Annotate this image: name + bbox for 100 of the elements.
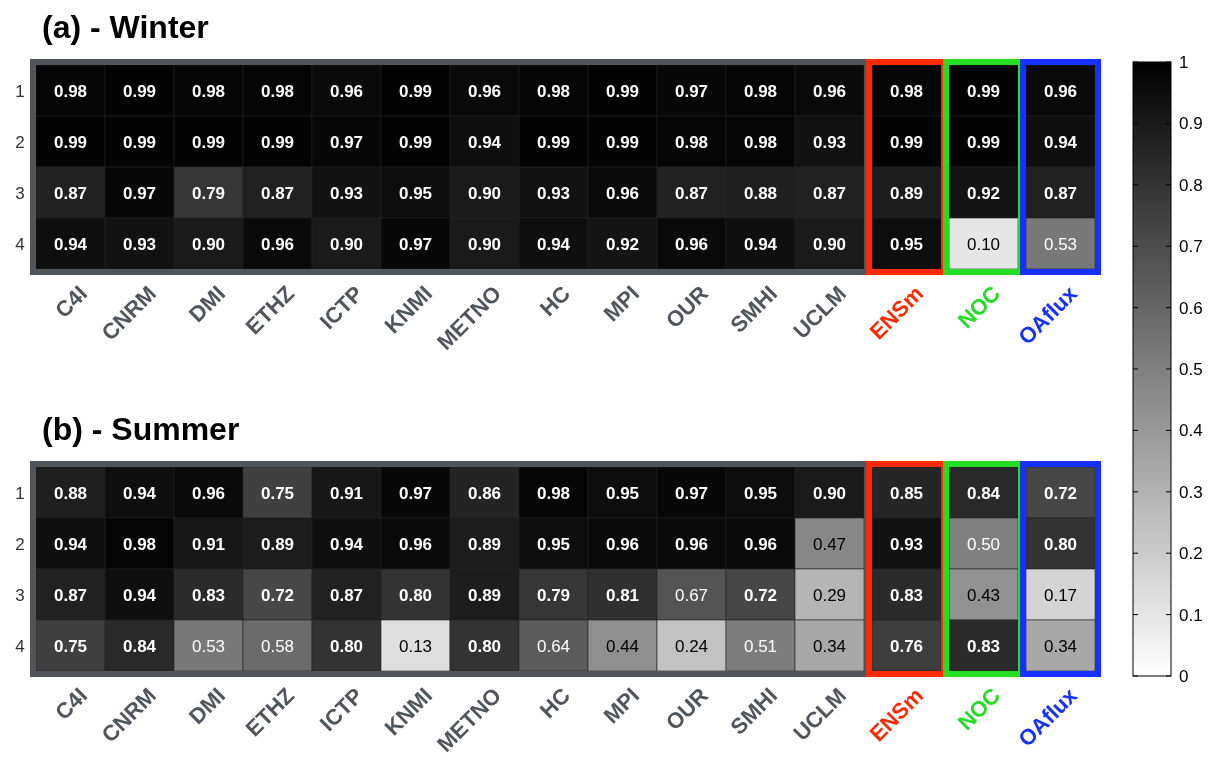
data-label: 0.99 (536, 132, 571, 152)
data-label: 0.17 (1043, 585, 1078, 605)
data-label: 0.97 (674, 483, 709, 503)
data-label: 0.96 (398, 534, 433, 554)
color-bar-label: 0 (1179, 667, 1189, 686)
data-label: 0.87 (53, 183, 88, 203)
data-label: 0.99 (398, 132, 433, 152)
data-label: 0.96 (812, 81, 847, 101)
data-label: 0.94 (53, 534, 88, 554)
data-label: 0.87 (674, 183, 709, 203)
data-label: 0.96 (467, 81, 502, 101)
data-label: 0.10 (966, 234, 1001, 254)
y-tick-label: 2 (15, 132, 25, 152)
y-tick-label: 4 (15, 234, 25, 254)
data-label: 0.90 (191, 234, 226, 254)
data-label: 0.72 (743, 585, 778, 605)
x-tick-label: MPI (598, 280, 645, 327)
data-label: 0.91 (191, 534, 226, 554)
data-label: 0.90 (812, 234, 847, 254)
data-label: 0.64 (536, 636, 571, 656)
data-label: 0.95 (743, 483, 778, 503)
data-label: 0.89 (260, 534, 295, 554)
data-label: 0.94 (536, 234, 571, 254)
data-label: 0.79 (191, 183, 226, 203)
data-label: 0.84 (966, 483, 1001, 503)
data-label: 0.53 (191, 636, 226, 656)
data-label: 0.83 (889, 585, 924, 605)
data-label: 0.72 (260, 585, 295, 605)
data-label: 0.84 (122, 636, 157, 656)
data-label: 0.95 (536, 534, 571, 554)
data-label: 0.43 (966, 585, 1001, 605)
data-label: 0.90 (467, 234, 502, 254)
data-label: 0.94 (743, 234, 778, 254)
data-label: 0.87 (329, 585, 364, 605)
data-label: 0.93 (122, 234, 157, 254)
data-label: 0.80 (329, 636, 364, 656)
data-label: 0.97 (674, 81, 709, 101)
data-label: 0.96 (605, 183, 640, 203)
chart-title: (b) - Summer (42, 411, 240, 447)
data-label: 0.89 (889, 183, 924, 203)
data-label: 0.83 (966, 636, 1001, 656)
y-tick-label: 2 (15, 534, 25, 554)
y-tick-label: 4 (15, 636, 25, 656)
data-label: 0.95 (605, 483, 640, 503)
data-label: 0.99 (889, 132, 924, 152)
data-label: 0.75 (53, 636, 88, 656)
data-label: 0.80 (467, 636, 502, 656)
color-bar-label: 0.5 (1179, 360, 1203, 379)
x-tick-label: HC (534, 280, 576, 322)
data-label: 0.98 (260, 81, 295, 101)
color-bar-label: 0.8 (1179, 175, 1203, 195)
data-label: 0.51 (743, 636, 778, 656)
data-label: 0.83 (191, 585, 226, 605)
data-label: 0.96 (674, 234, 709, 254)
data-label: 0.98 (53, 81, 88, 101)
x-tick-label: DMI (183, 682, 231, 730)
data-label: 0.90 (329, 234, 364, 254)
color-bar-label: 0.6 (1179, 298, 1203, 318)
data-label: 0.91 (329, 483, 364, 503)
data-label: 0.99 (966, 81, 1001, 101)
data-label: 0.29 (812, 585, 847, 605)
color-bar-label: 0.9 (1179, 114, 1203, 134)
color-bar-label: 0.2 (1179, 544, 1203, 564)
data-label: 0.99 (966, 132, 1001, 152)
data-label: 0.96 (743, 534, 778, 554)
data-label: 0.50 (966, 534, 1001, 554)
y-tick-label: 3 (15, 183, 25, 203)
data-label: 0.99 (605, 132, 640, 152)
data-label: 0.88 (743, 183, 778, 203)
data-label: 0.96 (1043, 81, 1078, 101)
data-label: 0.97 (329, 132, 364, 152)
data-label: 0.94 (1043, 132, 1078, 152)
data-label: 0.98 (536, 483, 571, 503)
data-label: 0.97 (122, 183, 157, 203)
color-bar-label: 1 (1179, 53, 1189, 72)
data-label: 0.89 (467, 585, 502, 605)
data-label: 0.98 (889, 81, 924, 101)
data-label: 0.97 (398, 234, 433, 254)
data-label: 0.13 (398, 636, 433, 656)
data-label: 0.93 (536, 183, 571, 203)
data-label: 0.80 (1043, 534, 1078, 554)
x-tick-label: MPI (598, 682, 645, 729)
data-label: 0.94 (122, 585, 157, 605)
data-label: 0.93 (329, 183, 364, 203)
data-label: 0.94 (467, 132, 502, 152)
data-label: 0.94 (53, 234, 88, 254)
data-label: 0.92 (605, 234, 640, 254)
x-tick-label: HC (534, 682, 576, 724)
data-label: 0.99 (398, 81, 433, 101)
x-tick-label: C4I (50, 280, 93, 323)
color-bar-label: 0.3 (1179, 482, 1203, 502)
x-tick-label: C4I (50, 682, 93, 725)
data-label: 0.87 (1043, 183, 1078, 203)
y-tick-label: 1 (15, 81, 25, 101)
data-label: 0.75 (260, 483, 295, 503)
color-bar-label: 0.4 (1179, 421, 1203, 441)
data-label: 0.98 (674, 132, 709, 152)
data-label: 0.24 (674, 636, 709, 656)
data-label: 0.79 (536, 585, 571, 605)
y-tick-label: 3 (15, 585, 25, 605)
